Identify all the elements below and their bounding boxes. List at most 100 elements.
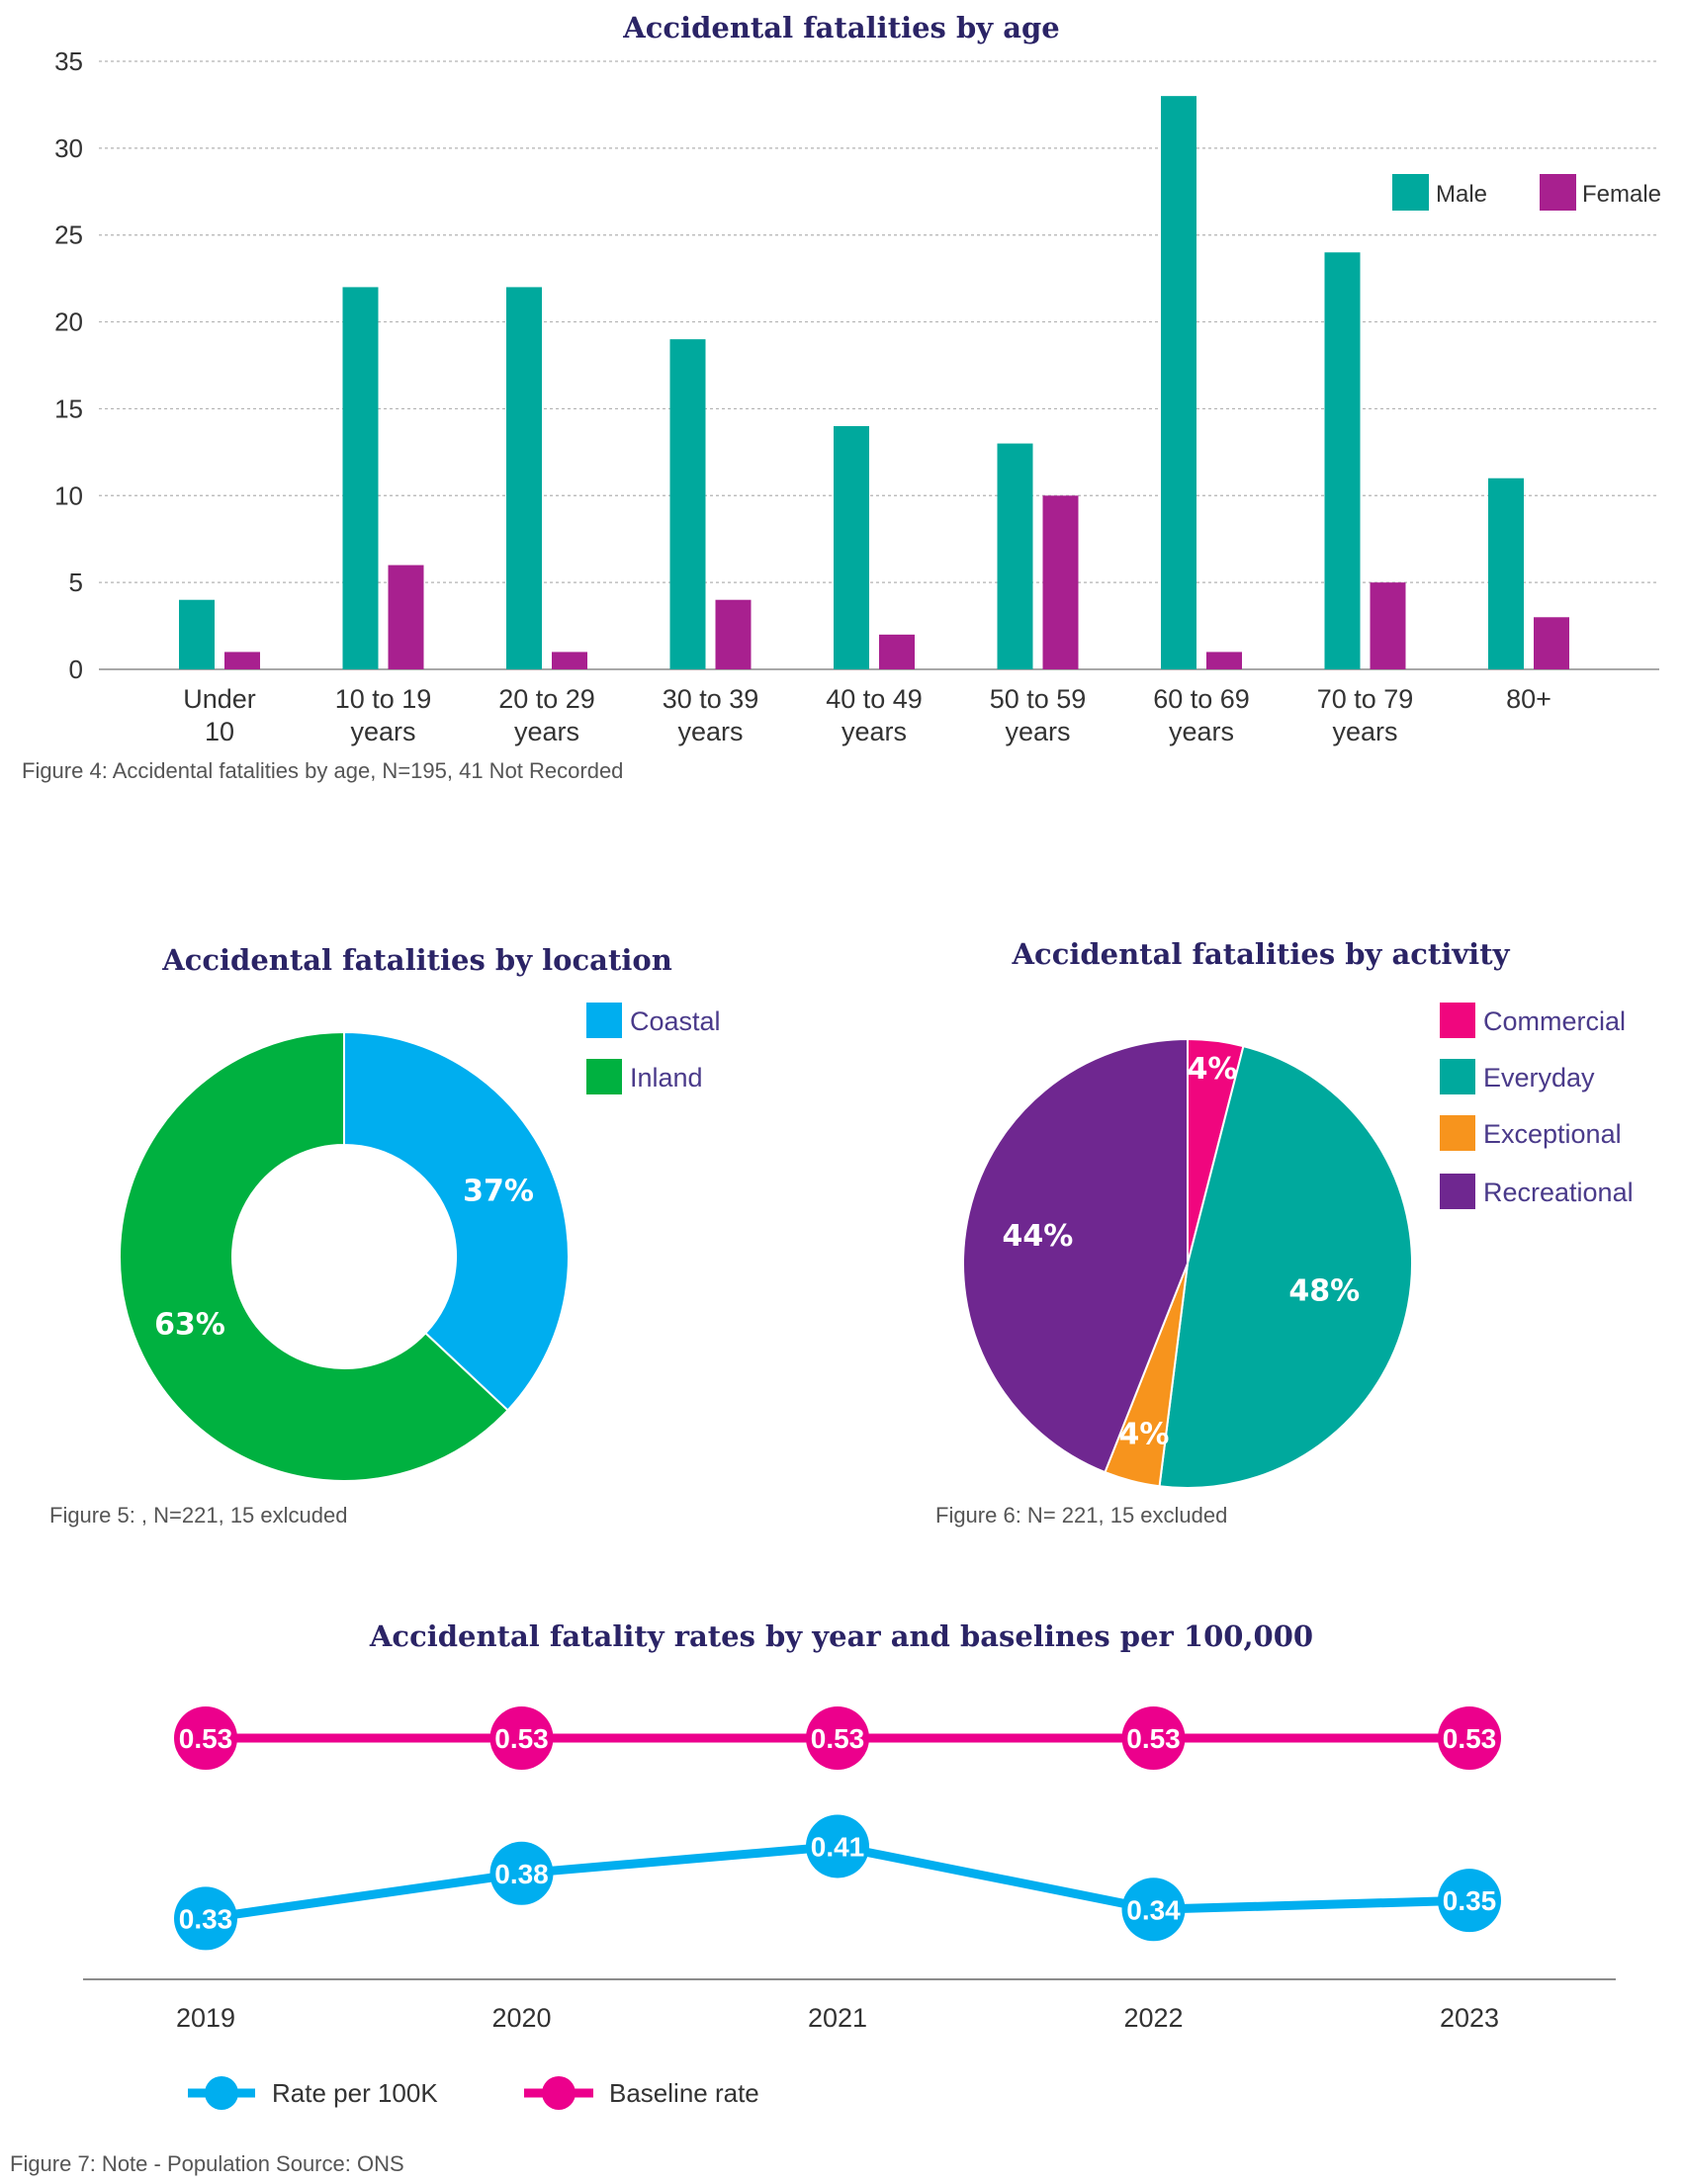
line-point-label: 0.34 xyxy=(1126,1894,1181,1925)
line-point-marker xyxy=(1438,1869,1501,1933)
x-tick-label: 10 xyxy=(205,717,234,746)
line-point-label: 0.53 xyxy=(179,1723,233,1754)
donut-slices: 37% 63% xyxy=(119,1030,570,1482)
line-point-label: 0.53 xyxy=(1443,1723,1497,1754)
line-point-marker xyxy=(1121,1878,1186,1942)
line-chart-title: Accidental fatality rates by year and ba… xyxy=(369,1619,1313,1653)
bar-female xyxy=(388,565,424,669)
legend-swatch-inland xyxy=(586,1059,622,1094)
y-tick-label: 0 xyxy=(69,655,83,684)
bar-chart-x-labels: Under 10 10 to 19 years 20 to 29 years 30 to 3… xyxy=(183,684,1551,746)
x-tick-label: 50 to 59 xyxy=(990,684,1087,714)
bar-male xyxy=(1161,96,1196,669)
line-point-marker xyxy=(806,1706,869,1770)
line-point-label: 0.53 xyxy=(494,1723,549,1754)
bar-chart-legend: Male Female xyxy=(1392,174,1661,211)
x-tick-label: years xyxy=(1005,717,1070,746)
line-point-marker xyxy=(174,1706,237,1770)
line-point-label: 0.53 xyxy=(1126,1723,1181,1754)
x-tick-label: years xyxy=(350,717,415,746)
donut-chart-caption: Figure 5: , N=221, 15 exlcuded xyxy=(49,1503,347,1528)
bar-female xyxy=(552,652,587,669)
donut-value-label: 63% xyxy=(154,1308,225,1343)
x-tick-label: 40 to 49 xyxy=(826,684,923,714)
line-chart-series: 0.53 0.53 0.53 0.53 0.53 0.33 0.38 0.41 0.34 0.35 xyxy=(174,1706,1501,1951)
line-point-marker xyxy=(1121,1706,1186,1770)
bar-female xyxy=(1534,617,1569,669)
legend-swatch-everyday xyxy=(1440,1059,1475,1094)
bar-male xyxy=(342,287,379,669)
line-point-label: 0.53 xyxy=(811,1723,865,1754)
x-tick-label: 2022 xyxy=(1123,2003,1183,2033)
pie-chart-activity: Accidental fatalities by activity 4%48%4… xyxy=(935,937,1634,1528)
y-tick-label: 35 xyxy=(54,46,83,76)
legend-swatch-commercial xyxy=(1440,1003,1475,1038)
line-point-marker xyxy=(806,1814,869,1878)
bar-male xyxy=(997,443,1033,669)
pie-value-label: 4% xyxy=(1188,1052,1238,1087)
legend-label-coastal: Coastal xyxy=(630,1006,721,1036)
line-chart-rates: Accidental fatality rates by year and ba… xyxy=(10,1619,1616,2176)
bar-chart-title: Accidental fatalities by age xyxy=(622,11,1059,44)
bar-female xyxy=(224,652,260,669)
y-tick-label: 15 xyxy=(54,393,83,423)
line-point-marker xyxy=(174,1886,237,1951)
line-point-marker xyxy=(1438,1706,1501,1770)
legend-swatch-exceptional xyxy=(1440,1115,1475,1151)
bar-chart-gridlines xyxy=(99,60,1659,670)
legend-label-rate: Rate per 100K xyxy=(272,2078,438,2108)
x-tick-label: 2023 xyxy=(1440,2003,1499,2033)
x-tick-label: years xyxy=(842,717,907,746)
x-tick-label: years xyxy=(514,717,579,746)
x-tick-label: 10 to 19 xyxy=(335,684,432,714)
legend-swatch-recreational xyxy=(1440,1174,1475,1209)
y-tick-label: 30 xyxy=(54,133,83,163)
x-tick-label: years xyxy=(1332,717,1397,746)
bar-male xyxy=(506,287,542,669)
pie-legend: Commercial Everyday Exceptional Recreati… xyxy=(1440,1003,1634,1209)
pie-value-label: 44% xyxy=(1002,1219,1073,1254)
pie-value-label: 4% xyxy=(1118,1417,1169,1451)
x-tick-label: 20 to 29 xyxy=(498,684,595,714)
bar-chart-caption: Figure 4: Accidental fatalities by age, … xyxy=(22,758,623,783)
line-chart-legend: Rate per 100K Baseline rate xyxy=(188,2076,759,2110)
pie-chart-title: Accidental fatalities by activity xyxy=(1012,937,1511,971)
line-chart-caption: Figure 7: Note - Population Source: ONS xyxy=(10,2151,404,2176)
bar-female xyxy=(879,634,915,669)
legend-marker-baseline xyxy=(542,2076,576,2110)
bar-male xyxy=(1488,478,1524,669)
legend-swatch-coastal xyxy=(586,1003,622,1038)
line-point-label: 0.35 xyxy=(1443,1885,1497,1916)
line-point-label: 0.41 xyxy=(811,1831,865,1862)
line-point-marker xyxy=(489,1841,554,1905)
legend-label-inland: Inland xyxy=(630,1063,703,1092)
bar-chart-y-ticks: 0 5 10 15 20 25 30 35 xyxy=(54,46,83,684)
x-tick-label: 2021 xyxy=(808,2003,867,2033)
bar-female xyxy=(1206,652,1242,669)
donut-slice-inland xyxy=(119,1030,509,1482)
y-tick-label: 10 xyxy=(54,480,83,510)
pie-slice-recreational xyxy=(962,1037,1189,1474)
x-tick-label: 70 to 79 xyxy=(1317,684,1414,714)
legend-label-male: Male xyxy=(1436,181,1487,208)
donut-chart-title: Accidental fatalities by location xyxy=(161,943,672,977)
bar-male xyxy=(1324,252,1361,670)
x-tick-label: 60 to 69 xyxy=(1153,684,1250,714)
bar-chart-bars xyxy=(179,96,1569,670)
bar-male xyxy=(669,339,706,669)
bar-female xyxy=(715,599,752,669)
x-tick-label: 2020 xyxy=(491,2003,551,2033)
bar-male xyxy=(179,599,215,669)
legend-swatch-male xyxy=(1392,174,1429,211)
line-point-marker xyxy=(489,1706,554,1770)
pie-chart-caption: Figure 6: N= 221, 15 excluded xyxy=(935,1503,1227,1528)
x-tick-label: 30 to 39 xyxy=(663,684,759,714)
donut-value-label: 37% xyxy=(463,1174,534,1208)
legend-label-female: Female xyxy=(1582,181,1661,208)
donut-chart-location: Accidental fatalities by location 37% 63%… xyxy=(49,943,721,1528)
legend-swatch-female xyxy=(1540,174,1576,211)
legend-marker-rate xyxy=(205,2076,238,2110)
line-point-label: 0.33 xyxy=(179,1903,233,1934)
x-tick-label: 80+ xyxy=(1506,684,1551,714)
